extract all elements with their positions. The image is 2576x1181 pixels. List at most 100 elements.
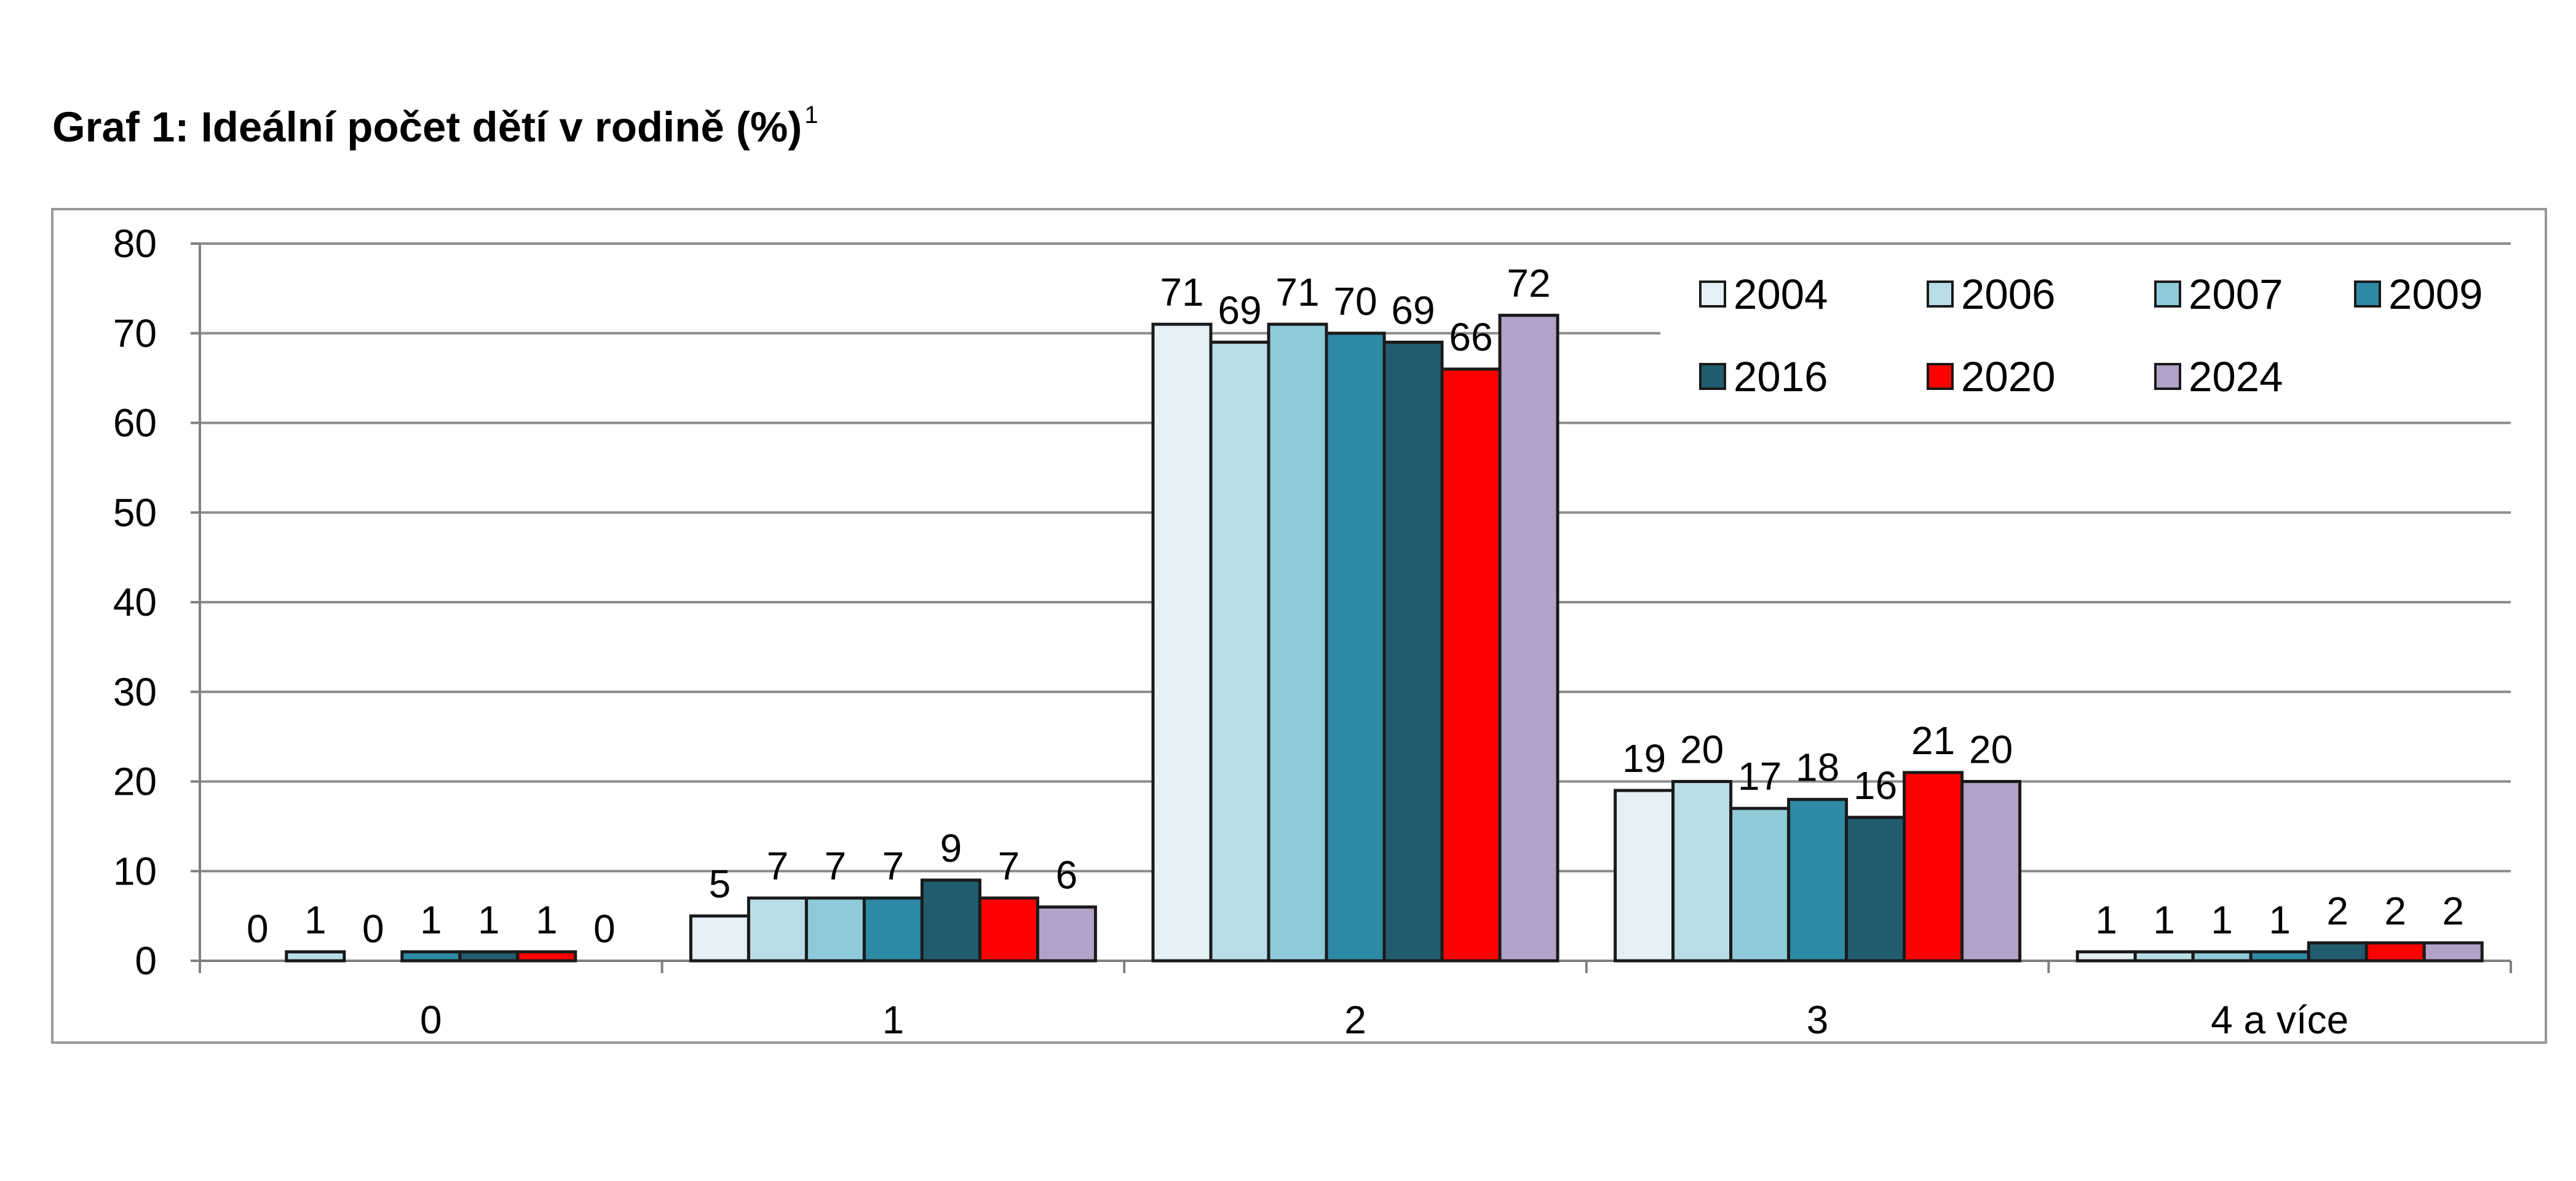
data-label: 2 [2384, 889, 2406, 933]
y-tick-label: 10 [113, 849, 157, 893]
y-tick-label: 50 [113, 490, 157, 535]
y-tick-label: 30 [113, 670, 157, 714]
data-label: 1 [420, 897, 442, 942]
y-tick-label: 70 [113, 311, 157, 356]
bar [1151, 322, 1213, 963]
legend-swatch [1927, 280, 1954, 308]
bar [1440, 367, 1502, 963]
data-label: 1 [2269, 897, 2291, 942]
data-label: 21 [1911, 718, 1955, 763]
bar [2133, 950, 2195, 963]
data-label: 16 [1853, 763, 1897, 808]
data-label: 69 [1391, 288, 1435, 332]
y-tick-label: 20 [113, 760, 157, 804]
data-label: 70 [1333, 279, 1377, 324]
data-label: 0 [362, 907, 384, 951]
bar [2249, 950, 2310, 963]
bar [1498, 314, 1559, 963]
bar [400, 950, 462, 963]
legend-label: 2004 [1734, 271, 1828, 318]
data-label: 7 [767, 844, 789, 888]
legend-swatch [1699, 363, 1726, 390]
data-label: 0 [247, 907, 269, 951]
legend-swatch [2154, 363, 2181, 390]
data-label: 7 [882, 844, 905, 888]
x-tick-label: 3 [1807, 998, 1829, 1042]
data-label: 71 [1160, 270, 1203, 314]
data-label: 1 [2211, 897, 2233, 942]
bar [1729, 806, 1791, 963]
bar [2422, 941, 2484, 963]
y-tick-label: 40 [113, 580, 157, 624]
data-label: 9 [940, 826, 962, 870]
bar [1036, 905, 1097, 963]
data-label: 1 [2153, 897, 2175, 942]
legend-label: 2024 [2189, 353, 2283, 400]
bar [1960, 780, 2022, 963]
bar [1671, 780, 1733, 963]
x-tick-label: 2 [1344, 998, 1366, 1042]
data-label: 5 [709, 862, 731, 906]
bar [689, 914, 750, 963]
legend-label: 2009 [2388, 271, 2483, 318]
bar [1845, 816, 1906, 963]
bar [747, 896, 808, 963]
bars [285, 314, 2484, 963]
legend-label: 2006 [1961, 271, 2056, 318]
legend-label: 2020 [1961, 353, 2056, 400]
bar [2191, 950, 2253, 963]
bar [1787, 798, 1849, 963]
data-label: 7 [998, 844, 1020, 888]
bar [1614, 789, 1675, 963]
bar [920, 878, 981, 963]
data-label: 17 [1738, 754, 1781, 798]
bar [1903, 771, 1964, 963]
data-label: 19 [1622, 736, 1666, 781]
x-tick-label: 4 a více [2211, 998, 2348, 1042]
data-label: 1 [478, 897, 500, 942]
legend-swatch [1927, 363, 1954, 390]
bar [516, 950, 577, 963]
chart-title-text: Graf 1: Ideální počet dětí v rodině (%) [52, 103, 803, 151]
legend-swatch [2354, 280, 2381, 308]
bar [2307, 941, 2368, 963]
bar [1209, 340, 1270, 963]
title-footnote: 1 [804, 101, 818, 129]
data-label: 7 [825, 844, 847, 888]
data-label: 0 [593, 907, 616, 951]
bar [285, 950, 346, 963]
legend-swatch [1699, 280, 1726, 308]
data-label: 69 [1218, 288, 1261, 332]
legend-swatch [2154, 280, 2181, 308]
y-tick-label: 80 [113, 221, 157, 266]
bar [2364, 941, 2426, 963]
data-label: 72 [1507, 261, 1550, 306]
data-label: 1 [304, 897, 327, 942]
data-label: 1 [536, 897, 558, 942]
x-tick-label: 1 [882, 998, 905, 1042]
data-label: 20 [1969, 728, 2013, 772]
bar [2075, 950, 2137, 963]
bar [458, 950, 520, 963]
bar [804, 896, 866, 963]
x-tick-label: 0 [420, 998, 442, 1042]
data-label: 1 [2095, 897, 2117, 942]
data-label: 66 [1449, 315, 1492, 359]
y-tick-label: 60 [113, 401, 157, 445]
y-tick-label: 0 [135, 939, 157, 983]
data-label: 18 [1796, 746, 1839, 790]
bar [1267, 322, 1328, 963]
legend-label: 2016 [1734, 353, 1828, 400]
legend: 2004 2006 2007 2009 2016 2020 2024 [1699, 271, 2483, 400]
legend-label: 2007 [2189, 271, 2283, 318]
data-label: 71 [1275, 270, 1319, 314]
data-label: 6 [1056, 853, 1078, 897]
data-label: 2 [2442, 889, 2464, 933]
data-label: 20 [1680, 728, 1724, 772]
bar [862, 896, 924, 963]
bar [1325, 332, 1386, 963]
chart-title: Graf 1: Ideální počet dětí v rodině (%) 1 [52, 101, 818, 151]
